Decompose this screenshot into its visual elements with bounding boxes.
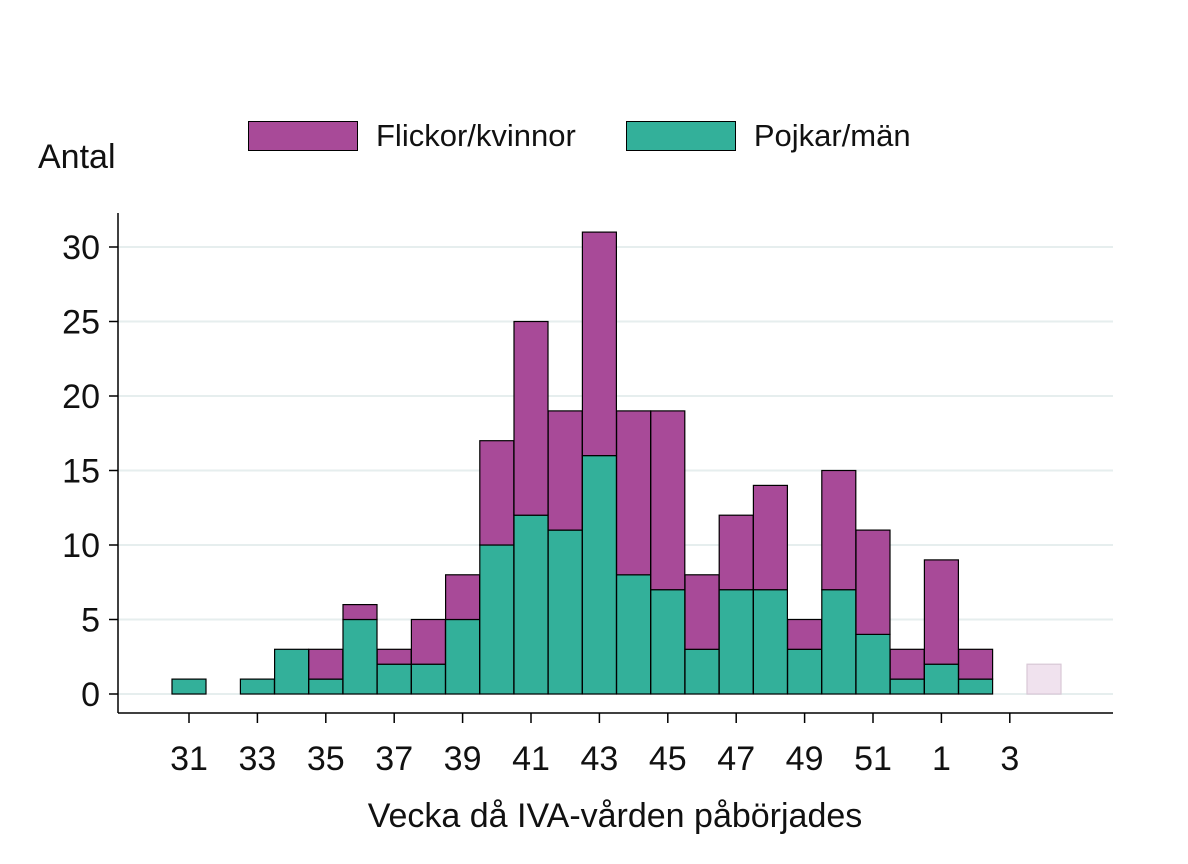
bar-flickor-39 (445, 574, 481, 621)
legend-label-flickor: Flickor/kvinnor (376, 118, 576, 153)
legend-label-pojkar: Pojkar/män (753, 118, 911, 153)
bar-flickor-51 (855, 529, 891, 635)
x-tick-label: 39 (444, 740, 482, 778)
bar-flickor-36 (342, 603, 378, 621)
legend-swatch-pojkar (625, 121, 736, 151)
bar-pojkar-44 (615, 574, 652, 695)
y-tick-label: 5 (81, 602, 100, 640)
bar-flickor-50 (821, 469, 857, 591)
bar-pojkar-50 (821, 589, 857, 695)
x-tick-label: 1 (932, 740, 951, 778)
bar-flickor-40 (479, 440, 515, 546)
bar-flickor-46 (684, 574, 720, 650)
y-tick-label: 30 (62, 229, 100, 267)
bar-pojkar-46 (684, 648, 720, 695)
y-tick-label: 20 (62, 378, 100, 416)
bar-pojkar-33 (239, 678, 275, 695)
x-tick-label: 37 (375, 740, 413, 778)
bar-flickor-41 (513, 320, 549, 516)
bar-flickor-47 (718, 514, 754, 591)
x-tick-label: 3 (1000, 740, 1019, 778)
bar-pojkar-49 (786, 648, 823, 695)
x-axis-label: Vecka då IVA-vården påbörjades (367, 797, 863, 835)
bar-pojkar-39 (445, 618, 481, 695)
x-tick-label: 33 (238, 740, 276, 778)
bar-pojkar-40 (479, 544, 515, 695)
x-tick-label: 31 (170, 740, 208, 778)
bar-pojkar-41 (513, 514, 549, 695)
bar-flickor-35 (308, 648, 344, 680)
legend: Flickor/kvinnor Pojkar/män (248, 118, 961, 154)
bar-faded-4 (1026, 663, 1062, 695)
bar-pojkar-42 (547, 529, 583, 695)
x-tick-label: 41 (512, 740, 550, 778)
x-tick-label: 45 (649, 740, 687, 778)
bar-pojkar-1 (923, 663, 960, 695)
y-axis-label: Antal (38, 138, 116, 176)
bar-pojkar-48 (752, 589, 789, 695)
bar-pojkar-37 (376, 663, 412, 695)
bar-pojkar-31 (171, 678, 207, 695)
bar-pojkar-35 (308, 678, 344, 695)
bar-flickor-37 (376, 648, 412, 665)
x-tick-label: 47 (717, 740, 755, 778)
bar-pojkar-38 (410, 663, 446, 695)
bar-flickor-45 (650, 410, 686, 591)
legend-swatch-flickor (248, 121, 358, 151)
bar-flickor-48 (752, 484, 789, 591)
bar-pojkar-36 (342, 618, 378, 695)
bar-pojkar-43 (581, 455, 618, 695)
legend-item-pojkar: Pojkar/män (625, 118, 911, 154)
bar-flickor-38 (410, 618, 446, 665)
bar-flickor-44 (615, 410, 652, 576)
bar-pojkar-52 (889, 678, 925, 695)
bar-pojkar-45 (650, 589, 686, 695)
x-tick-label: 43 (580, 740, 618, 778)
bar-flickor-42 (547, 410, 583, 531)
y-tick-label: 0 (81, 676, 100, 714)
bar-flickor-1 (923, 559, 960, 665)
x-tick-label: 49 (786, 740, 824, 778)
bar-flickor-52 (889, 648, 925, 680)
bar-pojkar-51 (855, 633, 891, 695)
bar-flickor-2 (957, 648, 994, 680)
x-tick-label: 51 (854, 740, 892, 778)
bar-flickor-43 (581, 231, 618, 457)
bar-pojkar-47 (718, 589, 754, 695)
x-tick-label: 35 (307, 740, 345, 778)
y-tick-label: 15 (62, 453, 100, 491)
legend-item-flickor: Flickor/kvinnor (248, 118, 576, 154)
bar-pojkar-34 (274, 648, 310, 695)
y-tick-label: 25 (62, 304, 100, 342)
bar-pojkar-2 (957, 678, 994, 695)
bar-flickor-49 (786, 618, 823, 650)
y-tick-label: 10 (62, 527, 100, 565)
